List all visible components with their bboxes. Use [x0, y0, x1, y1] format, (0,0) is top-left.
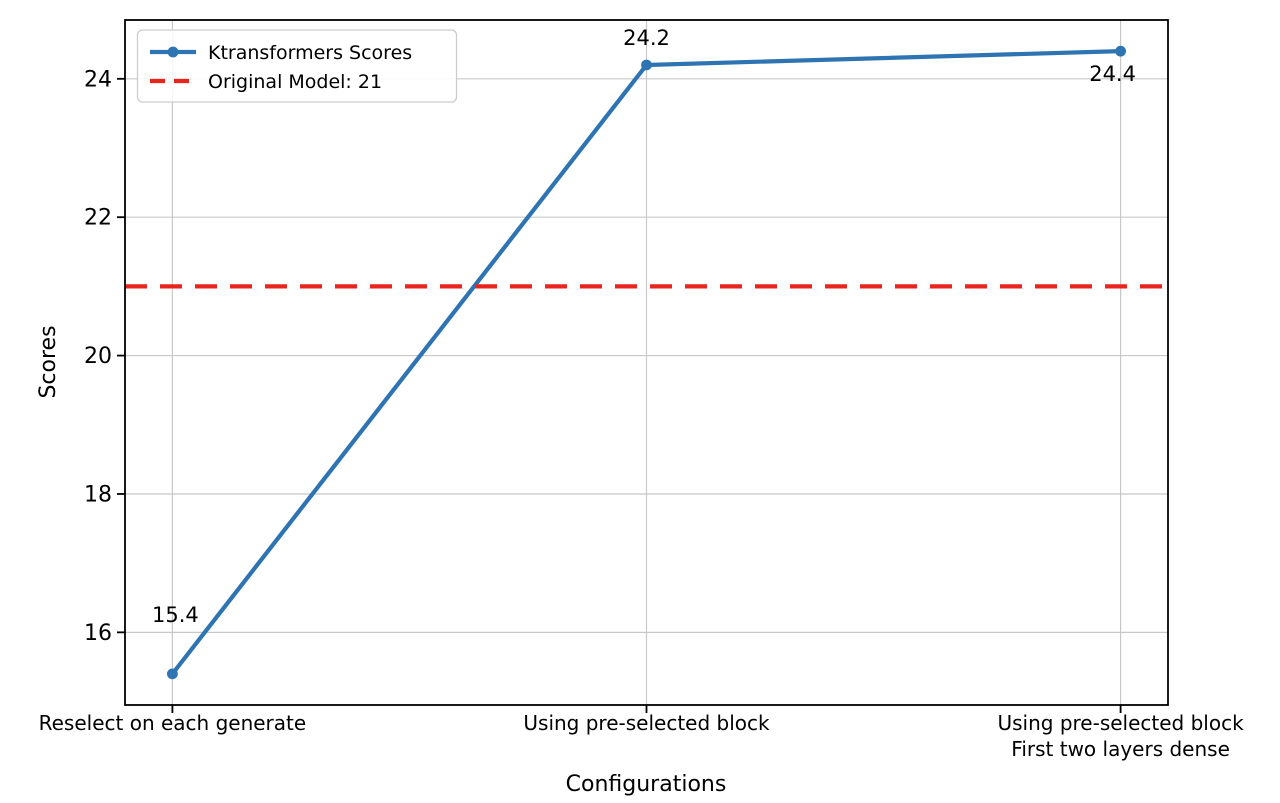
y-tick-label: 24 — [84, 67, 112, 92]
x-axis-title: Configurations — [566, 772, 727, 797]
legend-series-marker-icon — [167, 46, 179, 58]
y-tick-label: 22 — [84, 206, 112, 231]
grid-lines — [125, 20, 1168, 705]
x-tick-label: Reselect on each generate — [39, 711, 307, 735]
point-labels-layer: 15.4 24.2 24.4 — [152, 26, 1136, 627]
data-point-value-label: 24.2 — [623, 26, 670, 50]
legend-reference-label: Original Model: 21 — [208, 71, 382, 93]
y-tick-label: 18 — [84, 482, 112, 507]
data-point-value-label: 24.4 — [1089, 62, 1136, 86]
legend-box — [136, 29, 458, 103]
x-tick-label: First two layers dense — [1011, 737, 1230, 761]
legend: Ktransformers Scores Original Model: 21 — [136, 29, 458, 103]
x-tick-label: Using pre-selected block — [997, 711, 1244, 735]
x-tick-label: Using pre-selected block — [523, 711, 770, 735]
y-tick-label: 16 — [84, 621, 112, 646]
y-tick-label: 20 — [84, 344, 112, 369]
data-point-marker — [167, 668, 178, 680]
data-point-value-label: 15.4 — [152, 603, 199, 627]
legend-series-label: Ktransformers Scores — [208, 42, 412, 64]
y-axis-title: Scores — [36, 325, 61, 398]
data-point-marker — [1115, 45, 1126, 57]
axes-layer: 16 18 20 22 24 Reselect on each generate Using… — [39, 19, 1244, 761]
series-layer — [167, 45, 1126, 680]
data-point-marker — [641, 59, 652, 71]
